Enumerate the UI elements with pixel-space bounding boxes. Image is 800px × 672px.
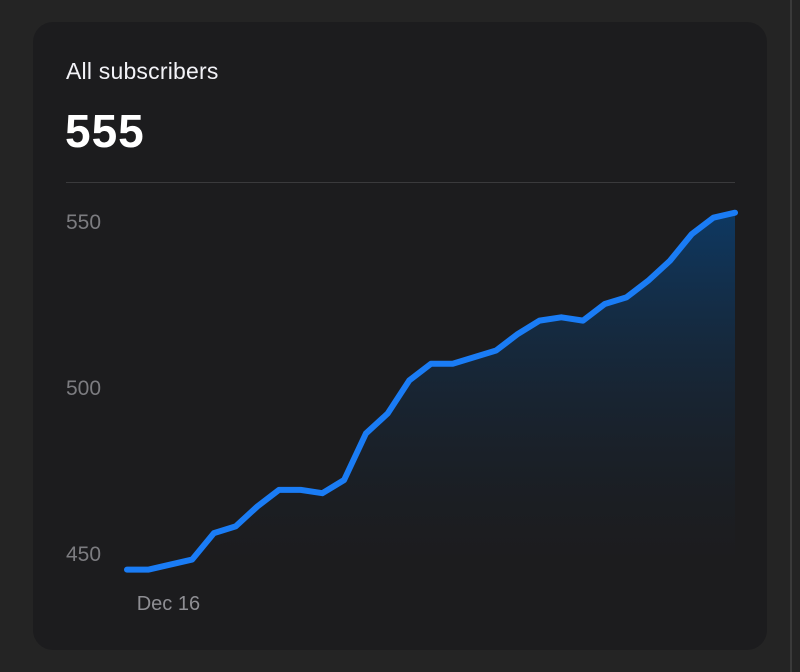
data-point-3 <box>189 557 195 563</box>
data-point-25 <box>667 258 673 264</box>
y-tick-label-550: 550 <box>66 211 101 234</box>
data-point-13 <box>406 377 412 383</box>
data-point-5 <box>233 523 239 529</box>
y-tick-label-450: 450 <box>66 543 101 566</box>
data-point-28 <box>732 210 738 216</box>
divider <box>66 182 735 183</box>
data-point-6 <box>254 504 260 510</box>
data-point-1 <box>146 567 152 573</box>
data-point-19 <box>537 318 543 324</box>
data-point-9 <box>319 490 325 496</box>
window-edge <box>790 0 792 672</box>
data-point-14 <box>428 361 434 367</box>
data-point-2 <box>167 562 173 568</box>
data-point-23 <box>623 294 629 300</box>
data-point-11 <box>363 431 369 437</box>
series-line <box>124 209 738 573</box>
data-point-7 <box>276 487 282 493</box>
y-axis: 450 500 550 <box>66 211 101 566</box>
data-point-22 <box>602 301 608 307</box>
data-point-24 <box>645 278 651 284</box>
data-point-18 <box>515 331 521 337</box>
x-axis: Dec 16 <box>137 593 200 615</box>
data-point-17 <box>493 348 499 354</box>
subscriber-count: 555 <box>65 105 145 157</box>
data-point-20 <box>558 314 564 320</box>
data-point-15 <box>450 361 456 367</box>
card-title: All subscribers <box>66 58 219 84</box>
data-point-26 <box>689 231 695 237</box>
data-point-21 <box>580 318 586 324</box>
data-point-8 <box>298 487 304 493</box>
x-tick-label: Dec 16 <box>137 593 200 615</box>
series-area <box>127 212 735 570</box>
y-tick-label-500: 500 <box>66 377 101 400</box>
data-point-4 <box>211 530 217 536</box>
data-point-16 <box>471 354 477 360</box>
data-point-27 <box>710 215 716 221</box>
data-point-0 <box>124 567 130 573</box>
data-point-10 <box>341 477 347 483</box>
data-point-12 <box>385 411 391 417</box>
